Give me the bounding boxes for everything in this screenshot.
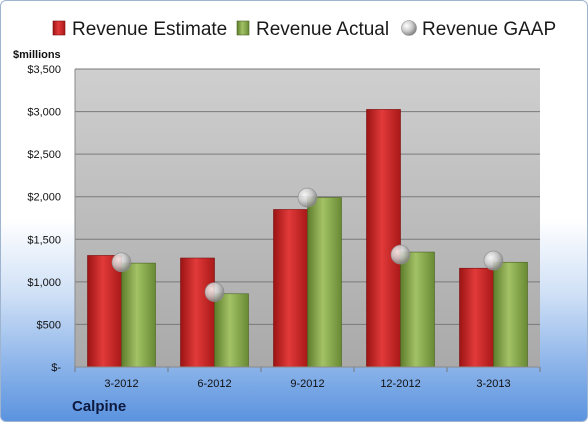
marker-revenue-gaap-6-2012 <box>204 282 225 302</box>
bar-revenue-actual-12-2012 <box>400 251 435 368</box>
legend: Revenue Estimate Revenue Actual Revenue GA… <box>52 19 556 40</box>
y-tick-label: $2,000 <box>27 192 61 204</box>
bar-revenue-actual-3-2012 <box>121 262 156 368</box>
y-tick-label: $1,500 <box>27 234 61 246</box>
legend-revenue-gaap-label: Revenue GAAP <box>422 19 556 40</box>
y-axis: $- $500 $1,000 $1,500 $2,000 $2,500 $3,000 $3,5… <box>27 64 76 374</box>
x-tick-label-6-2012: 6-2012 <box>197 378 231 390</box>
bar-revenue-estimate-6-2012 <box>180 257 215 368</box>
legend-revenue-actual-label: Revenue Actual <box>256 19 389 40</box>
bar-revenue-actual-6-2012 <box>214 293 249 368</box>
bar-revenue-estimate-3-2013 <box>459 267 494 368</box>
y-tick-label: $3,500 <box>27 64 61 76</box>
y-tick-label: $- <box>51 362 61 374</box>
x-axis: 3-2012 6-2012 9-2012 12-2012 3-2013 <box>74 366 541 390</box>
x-tick-label-3-2013: 3-2013 <box>476 378 510 390</box>
bar-revenue-actual-3-2013 <box>493 261 528 368</box>
marker-revenue-gaap-3-2012 <box>111 252 132 273</box>
y-tick-label: $500 <box>37 319 61 331</box>
bar-revenue-estimate-9-2012 <box>273 209 308 368</box>
y-tick-label: $1,000 <box>27 277 61 289</box>
company-name: Calpine <box>72 398 126 415</box>
marker-revenue-gaap-12-2012 <box>390 244 411 265</box>
y-axis-unit-label: $millions <box>13 49 61 61</box>
bar-revenue-actual-9-2012 <box>307 197 342 368</box>
legend-revenue-estimate-label: Revenue Estimate <box>72 19 227 40</box>
bar-revenue-estimate-12-2012 <box>366 109 401 368</box>
x-tick-label-9-2012: 9-2012 <box>290 378 324 390</box>
y-tick-label: $2,500 <box>27 149 61 161</box>
marker-revenue-gaap-9-2012 <box>297 187 318 208</box>
legend-revenue-gaap-swatch <box>401 20 417 36</box>
bar-revenue-estimate-3-2012 <box>87 255 122 368</box>
bars <box>87 109 528 368</box>
gaap-markers <box>111 187 504 302</box>
legend-revenue-estimate-swatch <box>52 20 66 36</box>
x-tick-label-3-2012: 3-2012 <box>104 378 138 390</box>
y-tick-label: $3,000 <box>27 107 61 119</box>
x-tick-label-12-2012: 12-2012 <box>380 378 420 390</box>
marker-revenue-gaap-3-2013 <box>483 250 504 271</box>
legend-revenue-actual-swatch <box>236 20 250 36</box>
